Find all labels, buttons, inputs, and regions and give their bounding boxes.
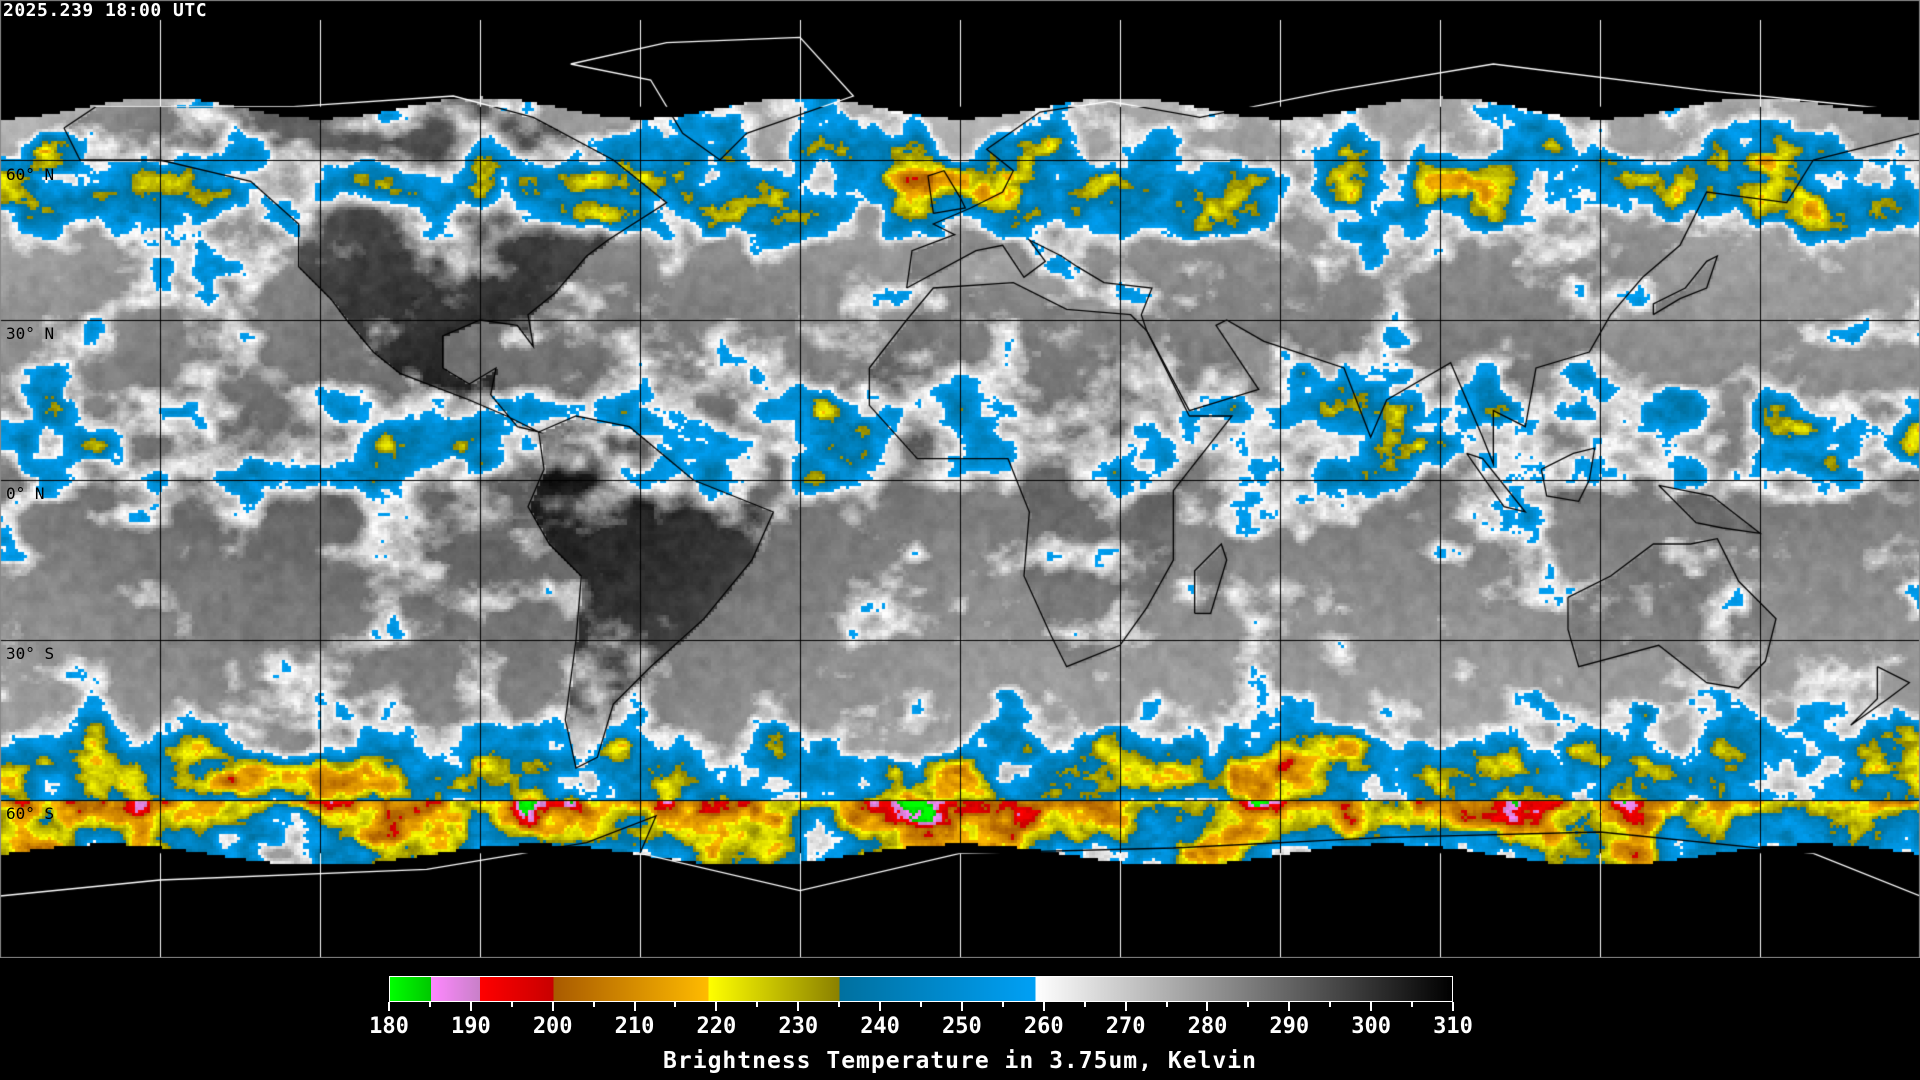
tick-label: 190 <box>450 1014 491 1039</box>
minor-tick <box>428 1002 431 1007</box>
tick-label: 300 <box>1351 1014 1392 1039</box>
major-tick <box>960 1002 963 1011</box>
tick-label: 220 <box>696 1014 737 1039</box>
tick-label: 290 <box>1269 1014 1310 1039</box>
lat-label-60s: 60° S <box>6 804 55 823</box>
minor-tick <box>920 1002 922 1007</box>
minor-tick <box>510 1002 513 1007</box>
lat-label-0n: 0° N <box>6 484 45 503</box>
major-tick <box>388 1002 390 1011</box>
minor-tick <box>674 1002 677 1007</box>
tick-label: 250 <box>942 1014 982 1039</box>
lat-label-30s: 30° S <box>6 644 55 663</box>
colorbar-title: Brightness Temperature in 3.75um, Kelvin <box>663 1048 1257 1074</box>
tick-label: 210 <box>614 1014 655 1039</box>
minor-tick <box>1247 1002 1250 1007</box>
major-tick <box>633 1002 636 1011</box>
major-tick <box>1206 1002 1209 1011</box>
coastline-grid-overlay <box>0 0 1920 958</box>
tick-label: 180 <box>369 1014 409 1039</box>
minor-tick <box>1083 1002 1086 1007</box>
tick-label: 260 <box>1023 1014 1064 1039</box>
tick-label: 200 <box>532 1014 573 1039</box>
major-tick <box>879 1002 882 1011</box>
major-tick <box>715 1002 718 1011</box>
lat-label-30n: 30° N <box>6 324 55 343</box>
minor-tick <box>1329 1002 1332 1007</box>
colorbar <box>389 976 1453 1002</box>
major-tick <box>551 1002 554 1011</box>
major-tick <box>469 1002 472 1011</box>
tick-label: 240 <box>860 1014 900 1039</box>
major-tick <box>1042 1002 1045 1011</box>
satellite-map <box>0 0 1920 958</box>
major-tick <box>797 1002 800 1011</box>
minor-tick <box>1411 1002 1414 1007</box>
minor-tick <box>592 1002 595 1007</box>
minor-tick <box>1165 1002 1168 1007</box>
major-tick <box>1124 1002 1127 1011</box>
major-tick <box>1452 1002 1454 1011</box>
minor-tick <box>756 1002 759 1007</box>
lat-label-60n: 60° N <box>6 165 55 184</box>
tick-label: 280 <box>1187 1014 1228 1039</box>
timestamp: 2025.239 18:00 UTC <box>3 0 208 21</box>
major-tick <box>1370 1002 1373 1011</box>
minor-tick <box>1001 1002 1004 1007</box>
major-tick <box>1288 1002 1291 1011</box>
tick-label: 310 <box>1433 1014 1473 1039</box>
minor-tick <box>838 1002 841 1007</box>
tick-label: 230 <box>778 1014 819 1039</box>
tick-label: 270 <box>1105 1014 1146 1039</box>
